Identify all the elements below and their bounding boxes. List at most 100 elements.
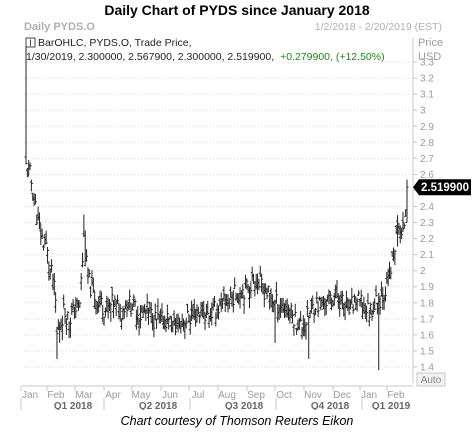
ohlc-bar [94,300,98,315]
y-tick-label: 2.4 [420,202,434,213]
ohlc-bar [227,297,231,310]
y-tick-label: 2.9 [420,122,434,133]
ohlc-bar [118,304,122,322]
ohlc-bar [130,303,134,311]
legend-change: +0.279900, (+12.50%) [280,51,385,63]
x-month-label: Oct [276,390,292,401]
x-month-label: Mar [75,390,93,401]
ohlc-bar [152,315,156,338]
ohlc-bar [338,295,342,317]
x-month-label: May [132,390,151,401]
grid-lines [24,61,410,368]
ohlc-bar [116,294,120,305]
ohlc-bar [68,317,72,338]
ohlc-bar [101,304,105,323]
time-axis: Jan Feb Mar Apr May Jun Jul Aug Sep Oct Nov Dec Jan F… [20,386,411,410]
x-month-label: Feb [387,390,405,401]
ohlc-bar [50,259,54,273]
ohlc-bar [24,46,28,165]
ohlc-bar [64,318,68,336]
ohlc-bar [365,305,369,322]
symbol-label: Daily PYDS.O [24,21,95,33]
legend-series: BarOHLC, PYDS.O, Trade Price, [38,37,191,49]
y-tick-label: 2.3 [420,218,434,229]
legend-box: BarOHLC, PYDS.O, Trade Price, 1/30/2019,… [25,37,385,63]
ohlc-bar [312,309,316,323]
chart-caption: Chart courtesy of Thomson Reuters Eikon [120,414,354,428]
ohlc-bar [112,300,116,319]
y-tick-label: 3 [420,106,426,117]
ohlc-bar [186,303,190,314]
ohlc-bar [405,179,409,224]
x-month-label: Dec [333,390,351,401]
ohlc-bar [110,286,114,302]
ohlc-bar [168,315,172,320]
ohlc-bar [160,303,164,322]
ohlc-bar [212,295,216,308]
ohlc-bar [274,281,278,304]
y-tick-label: 3.3 [420,58,434,69]
last-price-tag-pointer [413,179,419,196]
ohlc-bar [87,269,91,278]
ohlc-bar [328,291,332,305]
ohlc-bar [305,299,309,317]
ohlc-bar [66,311,70,320]
x-month-label: Feb [47,390,65,401]
ohlc-bar [133,298,137,307]
ohlc-bar [292,323,296,336]
ohlc-bar [165,304,169,325]
x-quarter-label: Q1 2018 [54,401,93,410]
ohlc-bar [126,301,130,310]
ohlc-bar [128,289,132,309]
ohlc-bar [102,316,106,326]
x-quarter-label: Q4 2018 [311,401,350,410]
ohlc-bar [260,273,264,293]
ohlc-bar [266,285,270,293]
date-range: 1/2/2018 - 2/20/2019 (EST) [315,21,442,33]
ohlc-bar [374,285,378,297]
auto-scale-label[interactable]: Auto [421,375,442,386]
ohlc-bar [29,179,33,192]
ohlc-bar [109,302,113,322]
price-chart[interactable]: Daily PYDS.O 1/2/2018 - 2/20/2019 (EST) … [0,0,474,410]
ohlc-bar [40,228,44,240]
ohlc-bar [46,246,50,264]
auto-scale-box[interactable] [416,372,446,387]
legend-values: 1/30/2019, 2.300000, 2.567900, 2.300000,… [26,51,385,63]
ohlc-bar [78,301,82,308]
ohlc-bar [366,293,370,305]
y-axis-ticks: 1.41.51.61.71.81.922.12.22.32.42.52.62.7… [413,58,434,373]
ohlc-bar [233,277,237,289]
ohlc-bar [316,301,320,318]
ohlc-bar [340,290,344,310]
y-tick-label: 1.4 [420,362,434,373]
ohlc-bar [28,162,32,171]
ohlc-bar [242,295,246,315]
y-tick-label: 1.9 [420,282,434,293]
ohlc-bar [299,311,303,322]
x-month-label: Nov [304,390,322,401]
ohlc-bar [400,227,404,240]
ohlc-bar [149,302,153,324]
ohlc-bar [217,305,221,320]
last-price-tag-box [419,179,471,196]
ohlc-bar [93,290,97,309]
ohlc-bar [195,304,199,323]
x-month-label: Jun [162,390,178,401]
ohlc-bar [89,286,93,298]
ohlc-bar [91,277,95,294]
ohlc-bar [55,326,59,359]
ohlc-bar [383,286,387,302]
x-month-label: Jan [22,390,38,401]
legend-series-swatch [25,37,36,48]
y-tick-label: 2.8 [420,138,434,149]
ohlc-bar [357,290,361,297]
ohlc-bar [79,272,83,291]
y-tick-label: 1.6 [420,330,434,341]
x-month-label: Sep [247,390,265,401]
x-month-label: Jan [361,390,377,401]
ohlc-bar [113,295,117,307]
ohlc-bar [231,290,235,313]
ohlc-bar [389,266,393,280]
ohlc-bar [369,302,373,315]
